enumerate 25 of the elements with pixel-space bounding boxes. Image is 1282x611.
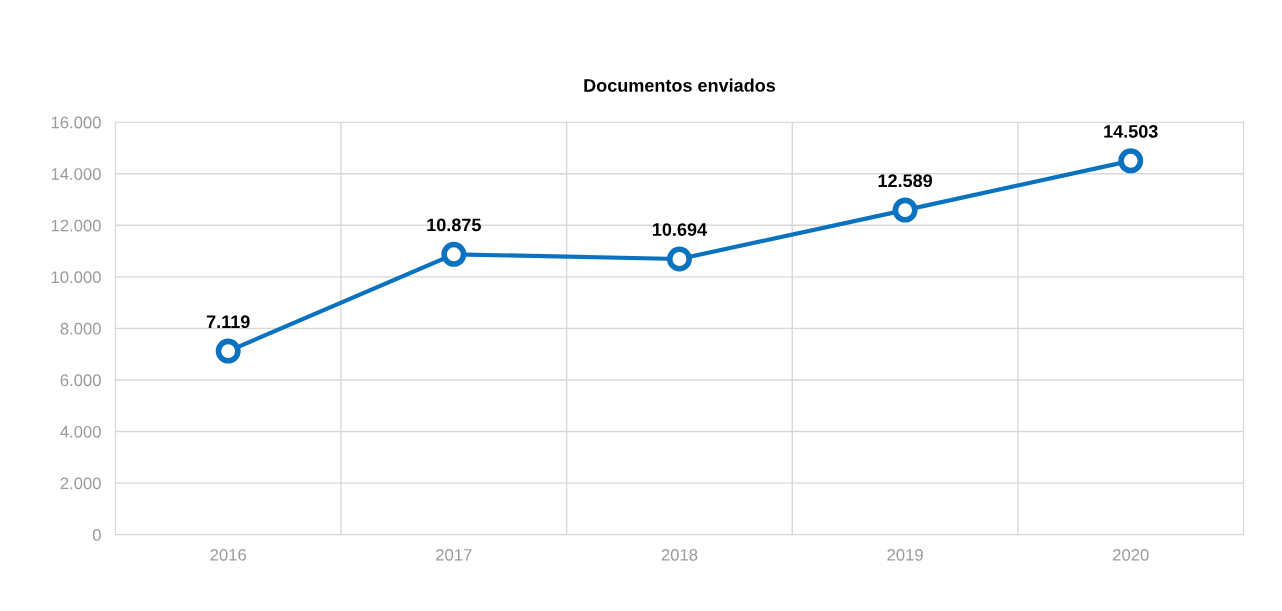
data-label: 12.589 [878, 174, 933, 188]
point [215, 338, 241, 364]
data-label: 7.119 [206, 315, 250, 329]
y-tick-label: 14.000 [51, 168, 101, 180]
y-tick-label: 2.000 [60, 477, 101, 490]
x-tick-label: 2019 [887, 548, 923, 561]
data-label: 10.694 [652, 223, 707, 236]
x-tick-label: 2018 [661, 548, 698, 561]
y-tick-label: 8.000 [60, 322, 101, 335]
x-tick-label: 2017 [436, 548, 472, 561]
data-label: 14.503 [1104, 124, 1158, 138]
data-label: 10.875 [427, 218, 481, 232]
y-tick-label: 16.000 [51, 116, 101, 129]
x-tick-label: 2020 [1113, 548, 1149, 561]
y-tick-label: 12.000 [51, 219, 101, 232]
point [892, 197, 918, 223]
y-tick-label: 6.000 [60, 374, 101, 387]
point [1118, 148, 1144, 174]
x-tick-label: 2016 [210, 548, 246, 561]
y-tick-label: 4.000 [60, 425, 101, 438]
point [441, 241, 467, 267]
y-tick-label: 10.000 [51, 271, 101, 284]
chart-title: Documentos enviados [584, 78, 776, 92]
y-tick-label: 0 [92, 529, 101, 541]
point [666, 246, 692, 272]
